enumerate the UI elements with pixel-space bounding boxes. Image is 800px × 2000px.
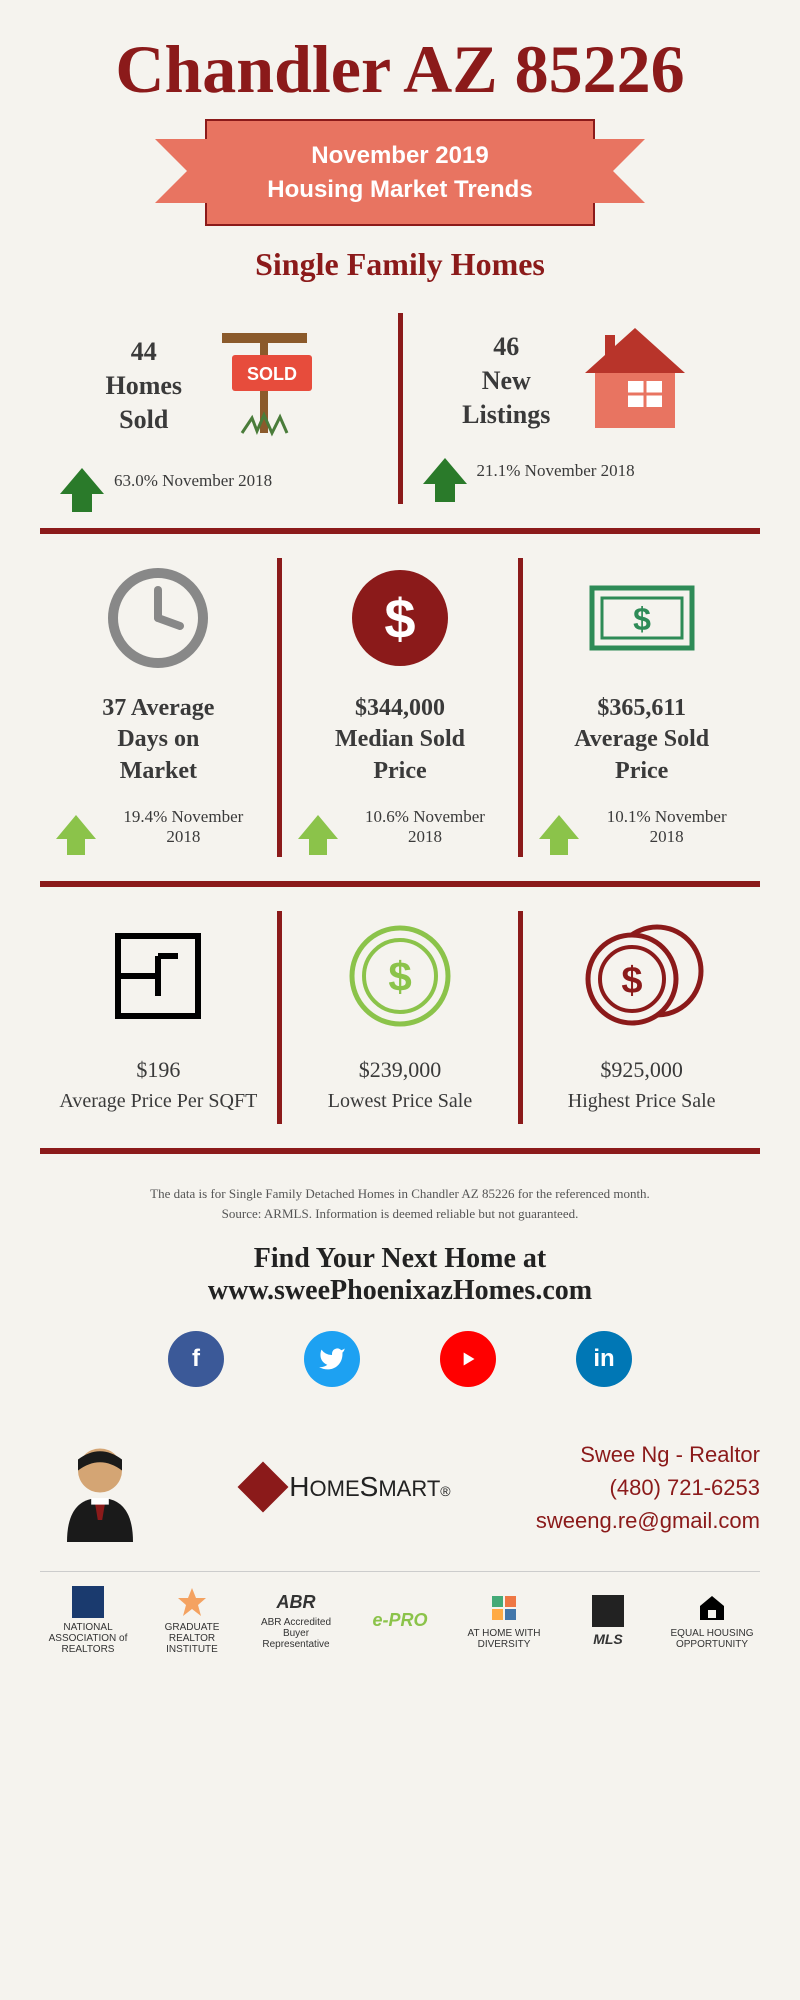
sold-sign-icon: SOLD bbox=[202, 323, 332, 448]
badge-mls: MLS bbox=[560, 1595, 656, 1647]
badge-abr: ABR ABR Accredited Buyer Representative bbox=[248, 1592, 344, 1650]
section-divider bbox=[40, 528, 760, 534]
stat-new-listings: 46 New Listings 21.1% bbox=[403, 313, 761, 504]
section-divider bbox=[40, 1148, 760, 1154]
mid-stats-row: 37 Average Days on Market 19.4% November… bbox=[40, 558, 760, 857]
clock-icon bbox=[56, 568, 261, 673]
trend-arrow-up-icon bbox=[56, 815, 96, 839]
certification-badges: NATIONAL ASSOCIATION of REALTORS GRADUAT… bbox=[40, 1571, 760, 1655]
linkedin-link[interactable]: in bbox=[576, 1331, 632, 1387]
floorplan-icon bbox=[56, 921, 261, 1036]
youtube-link[interactable] bbox=[440, 1331, 496, 1387]
badge-gri: GRADUATE REALTOR INSTITUTE bbox=[144, 1586, 240, 1655]
twitter-link[interactable] bbox=[304, 1331, 360, 1387]
badge-epro: e-PRO bbox=[352, 1610, 448, 1631]
trend-arrow-up-icon bbox=[298, 815, 338, 839]
ribbon-line1: November 2019 bbox=[267, 139, 532, 173]
social-links: f in bbox=[40, 1331, 760, 1387]
facebook-link[interactable]: f bbox=[168, 1331, 224, 1387]
svg-text:$: $ bbox=[384, 587, 415, 650]
stat-price-sqft: $196 Average Price Per SQFT bbox=[40, 911, 282, 1125]
subtitle: Single Family Homes bbox=[40, 246, 760, 283]
stat-median-price: $ $344,000 Median Sold Price 10.6% Novem… bbox=[282, 558, 524, 857]
coins-icon: $ bbox=[539, 921, 744, 1036]
section-divider bbox=[40, 881, 760, 887]
ribbon-banner: November 2019 Housing Market Trends bbox=[40, 119, 760, 226]
contact-info: Swee Ng - Realtor (480) 721-6253 sweeng.… bbox=[536, 1438, 760, 1537]
badge-eho: EQUAL HOUSING OPPORTUNITY bbox=[664, 1592, 760, 1650]
svg-text:$: $ bbox=[388, 953, 411, 1000]
stparibast-avg-price: $ $365,611 Average Sold Price 10.1% Nove… bbox=[523, 558, 760, 857]
svg-text:SOLD: SOLD bbox=[247, 364, 297, 384]
find-home-cta: Find Your Next Home at www.sweePhoenixaz… bbox=[40, 1243, 760, 1307]
homesmart-logo: HOMESMART® bbox=[245, 1469, 450, 1505]
dollar-bill-icon: $ bbox=[539, 568, 744, 673]
ribbon-line2: Housing Market Trends bbox=[267, 173, 532, 207]
coin-icon: $ bbox=[298, 921, 503, 1036]
page-title: Chandler AZ 85226 bbox=[40, 30, 760, 109]
trend-arrow-up-icon bbox=[423, 458, 467, 484]
stat-highest-price: $ $925,000 Highest Price Sale bbox=[523, 911, 760, 1125]
top-stats-row: 44 Homes Sold SOLD 63.0% November 20 bbox=[40, 313, 760, 504]
contact-row: HOMESMART® Swee Ng - Realtor (480) 721-6… bbox=[40, 1417, 760, 1571]
infographic-container: Chandler AZ 85226 November 2019 Housing … bbox=[0, 0, 800, 1675]
badge-nar: NATIONAL ASSOCIATION of REALTORS bbox=[40, 1586, 136, 1655]
stat-lowest-price: $ $239,000 Lowest Price Sale bbox=[282, 911, 524, 1125]
svg-text:$: $ bbox=[621, 960, 642, 1002]
disclaimer-text: The data is for Single Family Detached H… bbox=[40, 1184, 760, 1223]
trend-arrow-up-icon bbox=[539, 815, 579, 839]
trend-arrow-up-icon bbox=[60, 468, 104, 494]
badge-diversity: AT HOME WITH DIVERSITY bbox=[456, 1592, 552, 1650]
dollar-circle-icon: $ bbox=[298, 568, 503, 673]
bottom-stats-row: $196 Average Price Per SQFT $ $239,000 L… bbox=[40, 911, 760, 1125]
realtor-avatar bbox=[40, 1427, 160, 1547]
stat-days-on-market: 37 Average Days on Market 19.4% November… bbox=[40, 558, 282, 857]
stat-homes-sold: 44 Homes Sold SOLD 63.0% November 20 bbox=[40, 313, 403, 504]
svg-text:$: $ bbox=[633, 601, 651, 637]
house-icon bbox=[570, 323, 700, 438]
